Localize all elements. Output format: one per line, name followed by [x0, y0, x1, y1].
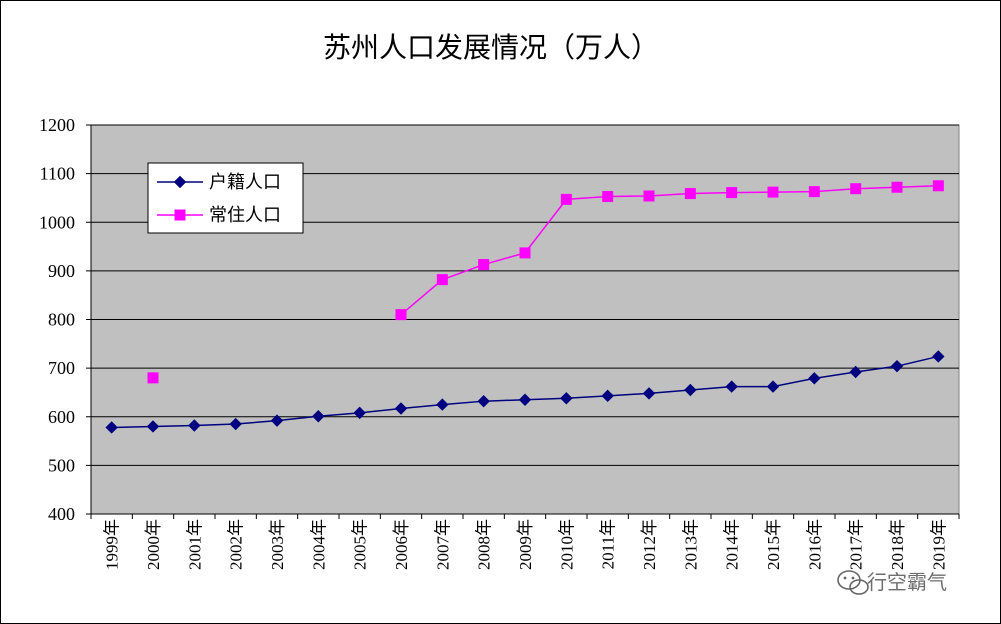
- wechat-icon: [837, 570, 869, 595]
- data-point: [147, 372, 159, 384]
- data-point: [478, 259, 490, 271]
- data-point: [767, 186, 779, 198]
- data-point: [519, 247, 531, 259]
- data-point: [146, 420, 160, 433]
- x-tick-label: 2010年: [557, 519, 576, 570]
- x-tick-label: 2005年: [351, 519, 370, 570]
- legend-item-1: 常住人口: [157, 205, 281, 226]
- x-tick-label: 2006年: [392, 519, 411, 570]
- data-point: [766, 380, 780, 393]
- data-point: [601, 389, 614, 403]
- data-point: [726, 187, 738, 199]
- y-tick-label: 900: [48, 261, 75, 281]
- data-point: [188, 419, 201, 432]
- data-point: [932, 180, 944, 192]
- data-point: [560, 193, 572, 205]
- data-point: [477, 394, 490, 408]
- series-layer: [105, 180, 945, 434]
- y-tick-label: 700: [48, 358, 75, 378]
- x-tick-label: 2018年: [888, 519, 907, 570]
- watermark-text: 行空霸气: [867, 570, 947, 594]
- y-tick-label: 600: [48, 407, 75, 427]
- data-point: [932, 350, 945, 363]
- x-tick-label: 2008年: [475, 519, 494, 570]
- x-tick-label: 2019年: [929, 519, 948, 570]
- x-tick-label: 2007年: [433, 519, 452, 570]
- x-tick-label: 2016年: [805, 519, 824, 570]
- legend-marker: [173, 175, 187, 189]
- data-point: [850, 183, 862, 195]
- data-point: [849, 365, 862, 379]
- data-point: [436, 398, 449, 411]
- x-tick-label: 2000年: [144, 519, 163, 570]
- data-point: [560, 392, 573, 405]
- data-point: [725, 380, 738, 393]
- data-point: [891, 181, 903, 193]
- y-tick-label: 400: [48, 504, 75, 524]
- x-tick-label: 2013年: [681, 519, 700, 570]
- data-point: [394, 402, 408, 415]
- y-tick-label: 1200: [39, 115, 75, 135]
- series-0: [105, 350, 945, 434]
- x-tick-label: 2001年: [185, 519, 204, 570]
- x-tick-label: 2003年: [268, 519, 287, 570]
- data-point: [643, 190, 655, 202]
- legend-box: [147, 162, 304, 234]
- x-axis-ticks: 1999年 2000年 2001年 2002年 2003年 2004年 2005年 2006年…: [90, 513, 960, 570]
- data-point: [808, 186, 820, 198]
- x-tick-label: 2015年: [764, 519, 783, 570]
- data-point: [312, 410, 325, 423]
- x-tick-label: 2009年: [516, 519, 535, 570]
- x-tick-label: 1999年: [103, 519, 122, 570]
- y-axis-ticks: 400 500 600 700 800 900 1000 1100 1200: [39, 115, 92, 524]
- data-point: [518, 393, 532, 406]
- y-tick-label: 800: [48, 310, 75, 330]
- data-point: [270, 414, 284, 427]
- series-1: [147, 180, 944, 384]
- legend-label: 户籍人口: [209, 172, 281, 193]
- watermark: 行空霸气: [837, 570, 947, 595]
- data-point: [890, 359, 904, 373]
- x-tick-label: 2002年: [227, 519, 246, 570]
- data-point: [642, 387, 656, 400]
- legend-label: 常住人口: [209, 205, 281, 226]
- x-tick-label: 2012年: [640, 519, 659, 570]
- data-point: [436, 274, 448, 286]
- data-point: [229, 417, 242, 431]
- data-point: [684, 188, 696, 200]
- legend-item-0: 户籍人口: [157, 172, 281, 193]
- y-tick-label: 1100: [40, 164, 75, 184]
- chart-title: 苏州人口发展情况（万人）: [323, 31, 659, 64]
- data-point: [684, 383, 697, 397]
- series-line: [400, 185, 939, 316]
- y-tick-label: 1000: [39, 212, 75, 232]
- x-tick-label: 2011年: [599, 519, 618, 569]
- data-point: [353, 406, 366, 420]
- x-tick-label: 2004年: [309, 519, 328, 570]
- data-point: [395, 309, 407, 321]
- legend-marker: [174, 209, 186, 221]
- data-point: [808, 372, 821, 385]
- x-tick-label: 2017年: [847, 519, 866, 570]
- data-point: [105, 421, 118, 434]
- x-tick-label: 2014年: [723, 519, 742, 570]
- data-point: [602, 190, 614, 202]
- y-tick-label: 500: [48, 455, 75, 475]
